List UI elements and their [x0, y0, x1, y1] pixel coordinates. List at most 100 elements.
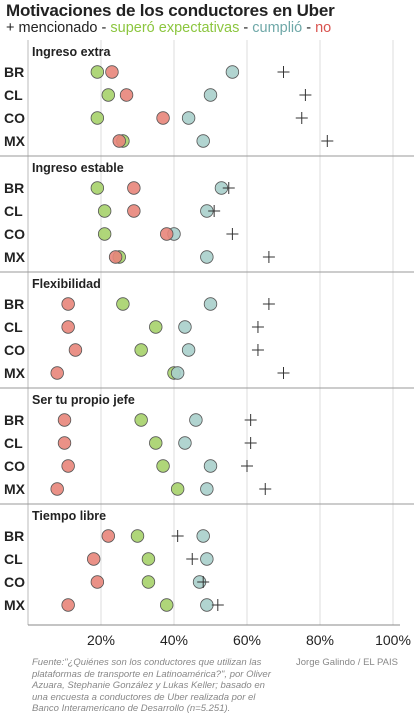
dot-no [61, 297, 75, 311]
dot-cumplio [170, 366, 185, 380]
country-label: CO [4, 342, 25, 358]
marker-mencionado [277, 66, 290, 78]
marker-mencionado [222, 182, 235, 194]
country-label: CO [4, 458, 25, 474]
legend-separator: - [239, 20, 253, 36]
dot-cumplio [181, 343, 196, 357]
marker-mencionado [186, 553, 199, 565]
marker-mencionado [197, 576, 210, 588]
country-label: CL [4, 203, 23, 219]
dot-no [57, 413, 72, 427]
dot-cumplio [203, 88, 218, 102]
legend-supero: superó expectativas [110, 20, 240, 36]
country-label: MX [4, 365, 26, 381]
marker-mencionado [277, 367, 290, 379]
country-label: BR [4, 412, 24, 428]
legend-no: no [315, 20, 332, 36]
x-tick-label: 80% [306, 632, 334, 648]
country-label: BR [4, 64, 24, 80]
dot-no [108, 250, 123, 264]
dot-no [50, 482, 64, 496]
dot-no [112, 134, 126, 148]
country-label: CO [4, 110, 25, 126]
marker-mencionado [241, 460, 253, 472]
dot-supero [159, 598, 174, 612]
legend-mencionado: + mencionado [6, 20, 98, 36]
dot-supero [141, 575, 156, 589]
dot-no [127, 181, 141, 195]
panel-title: Ingreso extra [32, 45, 112, 59]
country-label: MX [4, 481, 26, 497]
dot-cumplio [203, 459, 218, 473]
dot-cumplio [189, 413, 203, 427]
dot-supero [97, 204, 112, 218]
x-tick-label: 60% [233, 632, 261, 648]
dot-cumplio [196, 529, 210, 543]
marker-mencionado [244, 437, 257, 449]
country-label: CL [4, 319, 23, 335]
x-tick-label: 100% [375, 632, 411, 648]
dot-cumplio [178, 320, 192, 334]
legend-cumplio: cumplió [252, 20, 303, 36]
country-label: MX [4, 249, 26, 265]
marker-mencionado [211, 599, 224, 611]
marker-mencionado [251, 321, 264, 333]
dot-no [61, 320, 75, 334]
country-label: CL [4, 87, 23, 103]
dot-supero [130, 529, 145, 543]
dot-no [105, 65, 119, 79]
marker-mencionado [244, 414, 257, 426]
country-label: BR [4, 180, 24, 196]
legend: + mencionado - superó expectativas - cum… [6, 20, 331, 36]
dot-cumplio [225, 65, 240, 79]
marker-mencionado [171, 530, 184, 542]
dot-cumplio [181, 111, 196, 125]
dot-no [101, 529, 116, 543]
country-label: CL [4, 435, 23, 451]
dot-supero [170, 482, 185, 496]
country-label: BR [4, 296, 24, 312]
dot-cumplio [203, 297, 218, 311]
panel-title: Tiempo libre [32, 509, 106, 523]
marker-mencionado [321, 135, 334, 147]
marker-mencionado [208, 205, 221, 217]
author-credit: Jorge Galindo / EL PAIS [296, 657, 398, 668]
country-label: CL [4, 551, 23, 567]
dot-no [90, 575, 105, 589]
marker-mencionado [259, 483, 272, 495]
dot-supero [156, 459, 170, 473]
dot-supero [90, 65, 105, 79]
panel-title: Flexibilidad [32, 277, 101, 291]
country-label: CO [4, 574, 25, 590]
country-label: CO [4, 226, 25, 242]
dot-no [61, 459, 75, 473]
dot-cumplio [196, 134, 210, 148]
marker-mencionado [251, 344, 264, 356]
dot-supero [149, 436, 163, 450]
marker-mencionado [226, 228, 239, 240]
x-tick-label: 40% [160, 632, 188, 648]
dot-supero [97, 227, 112, 241]
legend-separator: - [302, 20, 316, 36]
dot-no [159, 227, 174, 241]
dot-supero [149, 320, 163, 334]
dot-no [127, 204, 141, 218]
dot-no [61, 598, 75, 612]
dot-supero [134, 413, 148, 427]
source-note: Fuente:"¿Quiénes son los conductores que… [32, 657, 271, 714]
dot-supero [141, 552, 156, 566]
legend-separator: - [97, 20, 111, 36]
panel-title: Ingreso estable [32, 161, 124, 175]
dot-cumplio [178, 436, 192, 450]
x-tick-label: 20% [87, 632, 115, 648]
dot-no [57, 436, 72, 450]
country-label: BR [4, 528, 24, 544]
dot-cumplio [200, 552, 214, 566]
panel-title: Ser tu propio jefe [32, 393, 135, 407]
dot-supero [116, 297, 130, 311]
dot-supero [90, 111, 105, 125]
marker-mencionado [262, 298, 275, 310]
dot-supero [90, 181, 105, 195]
marker-mencionado [262, 251, 275, 263]
